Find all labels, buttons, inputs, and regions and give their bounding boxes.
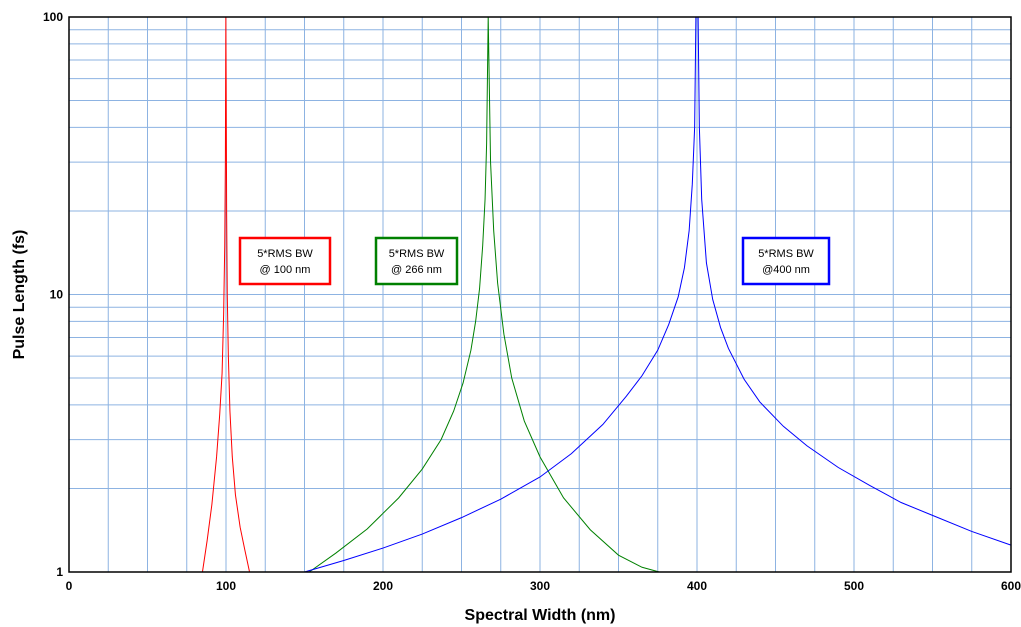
x-tick-label: 300 [530,579,550,593]
series-layer [201,16,1012,573]
y-tick-label: 10 [50,288,64,302]
series-line-0 [201,16,251,573]
annotation-line-2: @400 nm [762,264,810,276]
annotation-line-2: @ 266 nm [391,264,442,276]
x-tick-label: 200 [373,579,393,593]
plot-frame [68,16,1012,573]
series-line-1 [308,16,660,573]
annotation-box-0: 5*RMS BW @ 100 nm [238,236,332,286]
x-axis-title: Spectral Width (nm) [465,607,616,624]
annotation-box-2: 5*RMS BW @400 nm [741,236,831,286]
tick-labels: 0 100 200 300 400 500 600 1 10 100 [43,10,1021,593]
x-tick-label: 400 [687,579,707,593]
annotation-line-1: 5*RMS BW [758,248,814,260]
y-tick-label: 100 [43,10,63,24]
gridlines [68,16,1012,573]
annotation-border [374,236,459,286]
x-tick-label: 600 [1001,579,1021,593]
annotation-line-1: 5*RMS BW [257,248,313,260]
x-tick-label: 500 [844,579,864,593]
x-tick-label: 0 [66,579,73,593]
y-tick-label: 1 [56,565,63,579]
series-line-2 [304,16,1012,573]
annotation-line-1: 5*RMS BW [389,248,445,260]
x-tick-label: 100 [216,579,236,593]
annotation-border [741,236,831,286]
y-axis-title: Pulse Length (fs) [11,230,28,360]
annotation-border [238,236,332,286]
annotations: 5*RMS BW@ 100 nm5*RMS BW@ 266 nm5*RMS BW… [238,236,831,286]
annotation-line-2: @ 100 nm [260,264,311,276]
annotation-box-1: 5*RMS BW @ 266 nm [374,236,459,286]
